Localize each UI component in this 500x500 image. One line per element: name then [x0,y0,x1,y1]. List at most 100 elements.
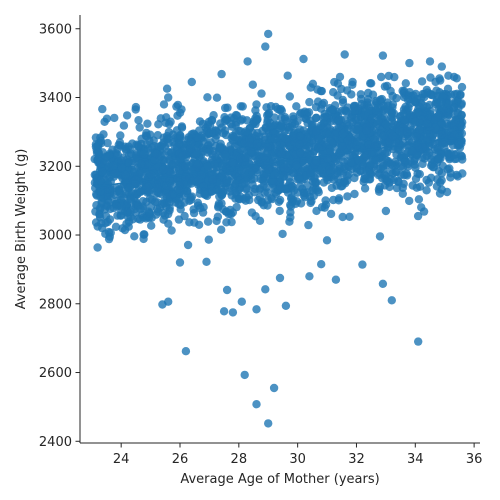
data-point [422,119,432,128]
data-point [277,106,286,115]
data-point [270,134,279,143]
data-point [180,211,189,221]
data-point [257,89,266,98]
data-point [270,170,279,179]
data-point [450,120,459,129]
data-point [165,198,174,207]
data-point [375,182,385,192]
data-point [306,83,315,92]
data-point [159,165,168,175]
data-point [456,90,465,99]
data-point [325,165,334,175]
data-point [326,209,336,219]
data-point [203,93,212,102]
outlier-point [252,400,261,409]
data-point [415,182,425,191]
data-point [251,212,260,221]
data-point [285,92,294,101]
data-point [334,196,343,205]
data-point [373,116,383,126]
data-point [306,116,315,125]
data-point [180,191,189,200]
data-point [113,187,122,196]
data-point [389,175,398,185]
data-point [311,184,320,193]
data-point [104,234,114,244]
data-point [227,217,236,227]
y-tick-label: 3000 [39,229,72,244]
data-point [343,192,352,201]
data-point [304,108,314,117]
data-point [143,119,152,128]
data-point [385,138,394,147]
data-point [203,217,213,226]
axes-layer: 24 26 28 30 32 34 36 2400 2600 2800 3000 3200 3400 36… [39,15,482,467]
x-tick-label: 30 [289,452,306,467]
data-point [252,100,261,109]
data-point [289,186,299,195]
data-point [168,160,178,169]
data-point [264,165,273,174]
data-point [285,123,294,132]
data-point [410,97,419,106]
data-point [248,80,257,89]
data-point [417,77,427,86]
x-tick-label: 32 [348,452,365,467]
data-point [401,79,410,88]
data-point [268,157,277,167]
data-point [183,240,193,250]
data-point [283,71,292,80]
data-point [101,211,111,221]
data-point [145,209,155,218]
outlier-point [381,206,391,216]
data-point [457,122,466,131]
data-point [128,139,137,148]
data-point [387,108,396,118]
data-point [203,148,212,157]
data-point [346,158,355,167]
data-point [305,97,314,107]
data-point [174,184,183,194]
data-point [292,102,301,111]
data-point [329,88,338,97]
data-point [392,183,402,193]
data-point [210,160,219,169]
data-point [289,112,298,121]
data-point [370,135,380,144]
outlier-point [237,297,246,306]
data-point [251,114,260,123]
data-point [102,114,112,123]
data-point [93,243,102,252]
data-point [228,158,238,167]
data-point [330,130,340,139]
data-point [328,105,337,114]
data-point [386,86,395,96]
data-point [96,176,105,185]
data-point [368,90,378,99]
x-tick-label: 34 [407,452,424,467]
data-point [238,179,247,188]
data-point [376,164,385,173]
regression-line [94,136,463,188]
outlier-point [131,102,141,112]
data-point [195,117,205,126]
data-point [333,79,343,88]
outlier-point [252,305,261,314]
data-point [226,141,235,150]
data-point [215,144,224,153]
data-point [271,102,280,112]
data-point [112,202,121,211]
data-point [457,82,467,92]
outlier-point [122,111,132,120]
data-point [338,129,348,139]
data-point [444,71,453,80]
data-point [90,170,100,179]
data-point [142,197,151,206]
data-point [367,114,376,124]
data-point [438,104,448,114]
data-point [157,200,167,209]
data-point [344,170,353,179]
data-point [103,138,112,148]
data-point [340,162,349,171]
data-point [245,141,254,150]
